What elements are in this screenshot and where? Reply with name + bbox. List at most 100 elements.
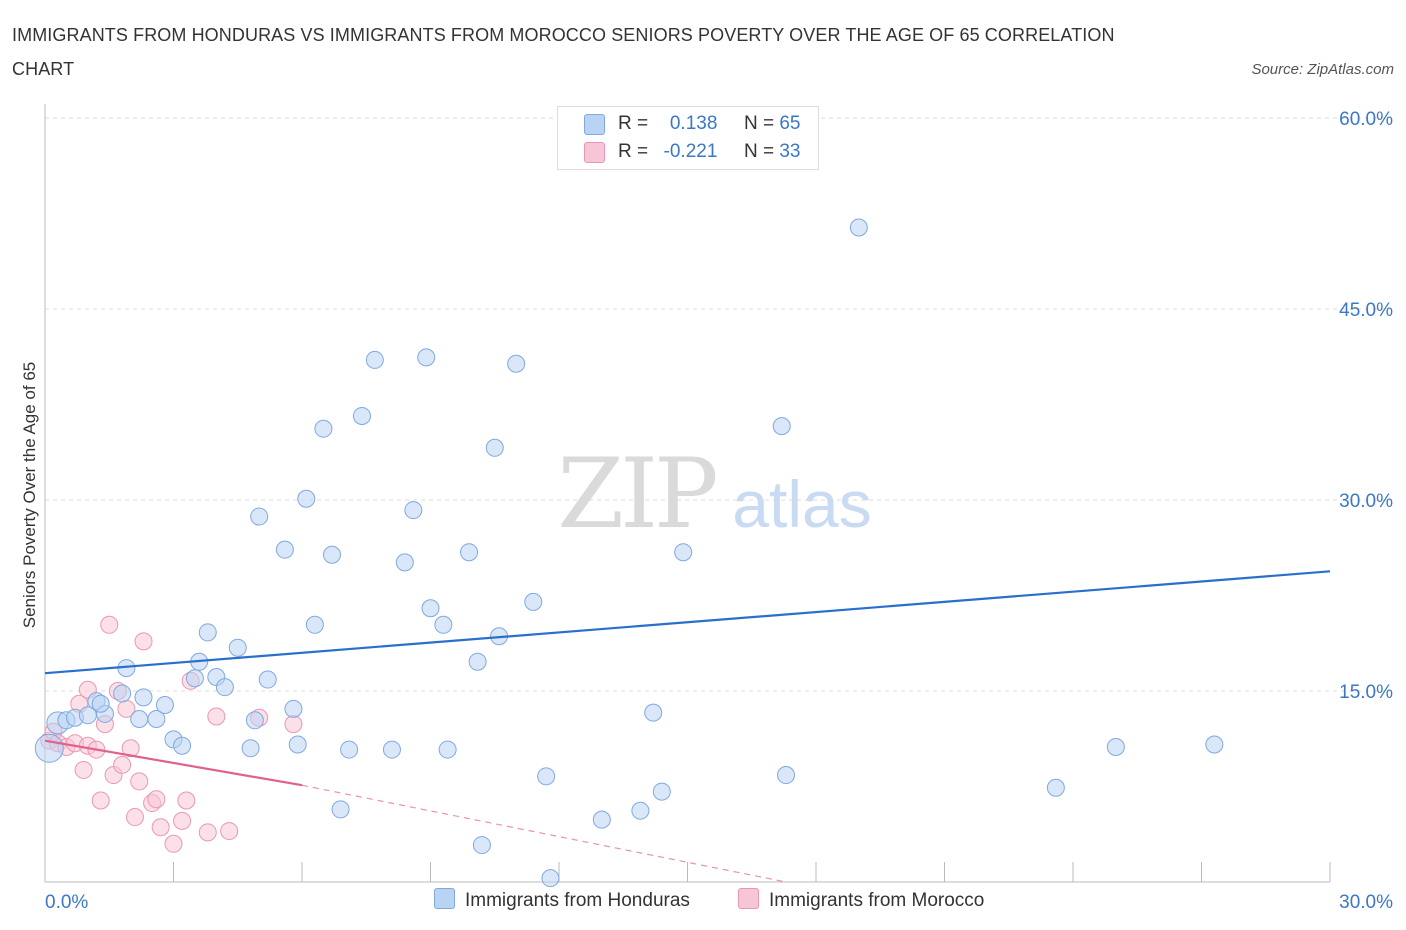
x-tick-label: 30.0% [1339, 892, 1393, 913]
honduras-point [1205, 735, 1224, 754]
y-tick-label: 45.0% [1339, 300, 1393, 321]
honduras-points [34, 140, 1224, 888]
honduras-point [275, 540, 294, 559]
honduras-point [147, 710, 166, 729]
morocco-point [164, 834, 183, 853]
honduras-point [134, 688, 153, 707]
honduras-point [245, 711, 264, 730]
morocco-swatch [584, 142, 605, 163]
honduras-point [34, 733, 64, 763]
honduras-point [113, 684, 132, 703]
legend-morocco-r: -0.221 [663, 141, 718, 162]
morocco-point [134, 632, 153, 651]
honduras-point [288, 735, 307, 754]
honduras-point [314, 419, 333, 438]
honduras-point [1106, 738, 1125, 757]
honduras-point [331, 800, 350, 819]
honduras-point [507, 354, 526, 373]
honduras-point [228, 638, 247, 657]
trend-lines [44, 570, 1331, 883]
honduras-point [305, 615, 324, 634]
morocco-point [147, 790, 166, 809]
legend-r-label: R = [618, 113, 649, 134]
morocco-legend-swatch [738, 888, 759, 909]
morocco-point [220, 822, 239, 841]
source-label: Source: ZipAtlas.com [1251, 61, 1394, 78]
bottom-legend-morocco: Immigrants from Morocco [738, 888, 984, 912]
honduras-point [173, 736, 192, 755]
honduras-point [241, 739, 260, 758]
honduras-trend-line [44, 570, 1331, 675]
morocco-point [74, 760, 93, 779]
grid [45, 117, 1390, 692]
honduras-point [297, 489, 316, 508]
honduras-point [644, 703, 663, 722]
honduras-swatch [584, 114, 605, 135]
honduras-point [592, 810, 611, 829]
morocco-trend-extension [301, 784, 787, 883]
honduras-point [185, 669, 204, 688]
morocco-point [91, 791, 110, 810]
watermark-atlas: atlas [732, 467, 871, 541]
morocco-point [130, 772, 149, 791]
morocco-point [173, 811, 192, 830]
honduras-point [395, 553, 414, 572]
honduras-point [434, 615, 453, 634]
chart-title: IMMIGRANTS FROM HONDURAS VS IMMIGRANTS F… [12, 25, 1115, 79]
honduras-point [340, 740, 359, 759]
honduras-legend-label: Immigrants from Honduras [465, 890, 690, 911]
honduras-point [1046, 778, 1065, 797]
honduras-point [438, 740, 457, 759]
morocco-legend-label: Immigrants from Morocco [769, 890, 985, 911]
legend-honduras-r: 0.138 [669, 113, 718, 134]
legend-n-label: N = [743, 141, 775, 162]
honduras-point [155, 696, 174, 715]
y-tick-label: 15.0% [1339, 682, 1393, 703]
honduras-point [365, 350, 384, 369]
morocco-point [151, 818, 170, 837]
x-tick-label: 0.0% [45, 892, 88, 913]
honduras-point [91, 694, 110, 713]
legend-n-label: N = [743, 113, 775, 134]
y-tick-label: 60.0% [1339, 109, 1393, 130]
honduras-point [198, 623, 217, 642]
honduras-point [472, 836, 491, 855]
morocco-point [100, 615, 119, 634]
honduras-point [215, 678, 234, 697]
honduras-point [849, 218, 868, 237]
tick-labels: 15.0% 30.0% 45.0% 60.0% 0.0% 30.0% [45, 109, 1393, 913]
honduras-point [652, 782, 671, 801]
morocco-point [177, 791, 196, 810]
honduras-point [485, 438, 504, 457]
honduras-point [777, 766, 796, 785]
honduras-point [382, 740, 401, 759]
watermark-zip: ZIP [557, 438, 716, 550]
morocco-point [207, 707, 226, 726]
morocco-point [284, 715, 303, 734]
honduras-point [250, 507, 269, 526]
correlation-legend: R = 0.138 N = 65 R = -0.221 N = 33 [557, 106, 819, 170]
honduras-point [524, 592, 543, 611]
honduras-point [674, 543, 693, 562]
legend-honduras-n: 65 [779, 113, 801, 134]
bottom-legend-honduras: Immigrants from Honduras [434, 888, 690, 912]
honduras-point [352, 406, 371, 425]
honduras-point [130, 710, 149, 729]
honduras-point [417, 348, 436, 367]
legend-r-label: R = [618, 141, 649, 162]
honduras-point [421, 599, 440, 618]
honduras-legend-swatch [434, 888, 455, 909]
honduras-point [460, 543, 479, 562]
morocco-point [198, 823, 217, 842]
honduras-point [631, 801, 650, 820]
morocco-point [113, 755, 132, 774]
morocco-point [125, 808, 144, 827]
honduras-point [284, 699, 303, 718]
y-tick-label: 30.0% [1339, 491, 1393, 512]
honduras-point [404, 501, 423, 520]
morocco-trend-line [44, 739, 303, 787]
honduras-point [258, 670, 277, 689]
honduras-point [772, 417, 791, 436]
legend-morocco-n: 33 [779, 141, 801, 162]
